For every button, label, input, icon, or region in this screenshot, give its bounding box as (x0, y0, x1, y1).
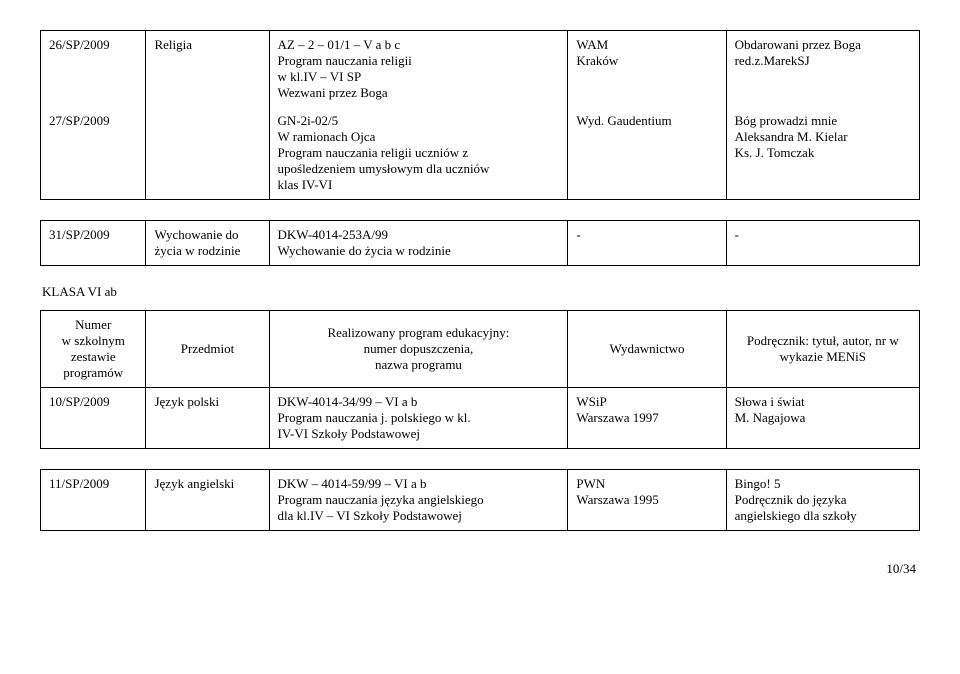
table-row: 27/SP/2009 GN-2i-02/5W ramionach OjcaPro… (41, 107, 920, 200)
table-header-row: Numerw szkolnymzestawieprogramów Przedmi… (41, 311, 920, 388)
cell: Wychowanie dożycia w rodzinie (146, 221, 269, 266)
cell: DKW-4014-34/99 – VI a bProgram nauczania… (269, 388, 568, 449)
cell: AZ – 2 – 01/1 – V a b cProgram nauczania… (269, 31, 568, 108)
cell: - (568, 221, 726, 266)
col-header: Numerw szkolnymzestawieprogramów (41, 311, 146, 388)
cell: 11/SP/2009 (41, 470, 146, 531)
cell: Język angielski (146, 470, 269, 531)
cell: 31/SP/2009 (41, 221, 146, 266)
cell: Religia (146, 31, 269, 108)
col-header: Realizowany program edukacyjny:numer dop… (269, 311, 568, 388)
cell: PWNWarszawa 1995 (568, 470, 726, 531)
table-row: 10/SP/2009 Język polski DKW-4014-34/99 –… (41, 388, 920, 449)
col-header: Podręcznik: tytuł, autor, nr wwykazie ME… (726, 311, 919, 388)
cell: DKW – 4014-59/99 – VI a bProgram nauczan… (269, 470, 568, 531)
table-row: 11/SP/2009 Język angielski DKW – 4014-59… (41, 470, 920, 531)
cell: Język polski (146, 388, 269, 449)
cell: Bóg prowadzi mnieAleksandra M. KielarKs.… (726, 107, 919, 200)
cell: - (726, 221, 919, 266)
cell: DKW-4014-253A/99Wychowanie do życia w ro… (269, 221, 568, 266)
table-klasa-vi: Numerw szkolnymzestawieprogramów Przedmi… (40, 310, 920, 449)
cell: Obdarowani przez Bogared.z.MarekSJ (726, 31, 919, 108)
col-header: Przedmiot (146, 311, 269, 388)
cell: GN-2i-02/5W ramionach OjcaProgram naucza… (269, 107, 568, 200)
cell: 10/SP/2009 (41, 388, 146, 449)
cell: WSiPWarszawa 1997 (568, 388, 726, 449)
cell: WAMKraków (568, 31, 726, 108)
col-header: Wydawnictwo (568, 311, 726, 388)
cell: 27/SP/2009 (41, 107, 146, 200)
table-religia: 26/SP/2009 Religia AZ – 2 – 01/1 – V a b… (40, 30, 920, 200)
page-number: 10/34 (40, 561, 920, 577)
table-row: 31/SP/2009 Wychowanie dożycia w rodzinie… (41, 221, 920, 266)
table-row: 26/SP/2009 Religia AZ – 2 – 01/1 – V a b… (41, 31, 920, 108)
cell (146, 107, 269, 200)
cell: Słowa i światM. Nagajowa (726, 388, 919, 449)
cell: 26/SP/2009 (41, 31, 146, 108)
cell: Wyd. Gaudentium (568, 107, 726, 200)
section-heading: KLASA VI ab (42, 284, 920, 300)
cell: Bingo! 5Podręcznik do językaangielskiego… (726, 470, 919, 531)
table-angielski: 11/SP/2009 Język angielski DKW – 4014-59… (40, 469, 920, 531)
table-wychowanie: 31/SP/2009 Wychowanie dożycia w rodzinie… (40, 220, 920, 266)
